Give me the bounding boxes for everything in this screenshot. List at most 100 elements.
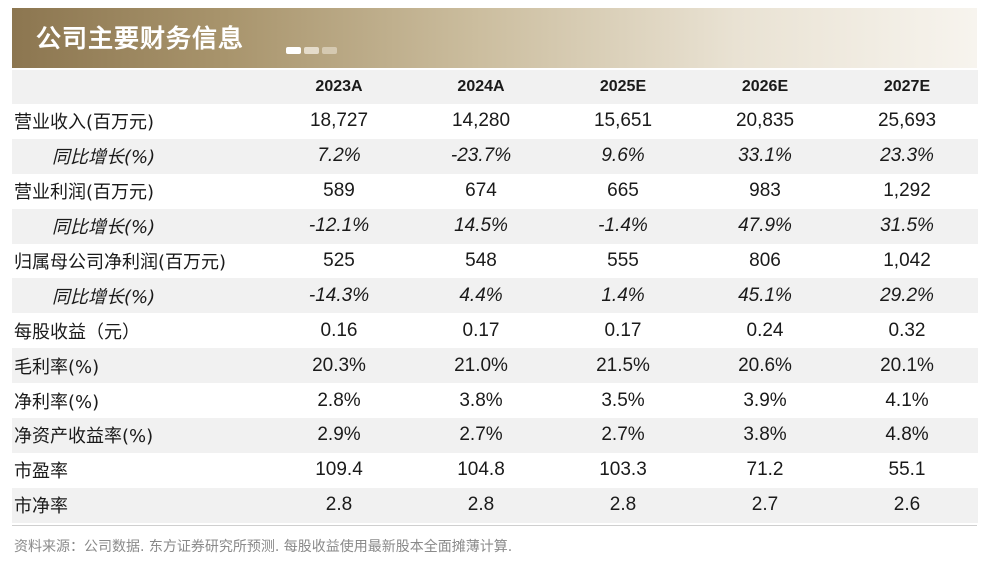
value-cell: 674 <box>465 180 497 202</box>
value-cell: 3.8% <box>694 418 836 453</box>
table-row: 净利率(%) 2.8% 3.8% 3.5% 3.9% 4.1% <box>12 383 978 418</box>
row-label: 毛利率(%) <box>12 348 268 384</box>
value-cell: 20.3% <box>268 348 410 384</box>
value-cell: 20.6% <box>694 348 836 384</box>
column-header: 2023A <box>268 70 410 104</box>
value-cell: -1.4% <box>552 208 694 244</box>
value-cell: 47.9% <box>694 208 836 244</box>
value-cell: 3.8% <box>459 389 503 411</box>
row-label: 同比增长(%) <box>12 138 268 174</box>
column-header: 2024A <box>410 70 552 104</box>
value-cell: 1,292 <box>883 180 931 202</box>
table-header-row: 2023A 2024A 2025E 2026E 2027E <box>12 70 978 104</box>
value-cell: 3.9% <box>743 389 787 411</box>
value-cell: 2.6 <box>836 487 978 523</box>
value-cell: 0.24 <box>746 319 784 341</box>
value-cell: 2.8 <box>410 487 552 523</box>
value-cell: 2.9% <box>268 418 410 453</box>
value-cell: 15,651 <box>593 110 653 132</box>
column-header: 2025E <box>552 70 694 104</box>
table-row: 归属母公司净利润(百万元) 525 548 555 806 1,042 <box>12 244 978 279</box>
value-cell: 55.1 <box>888 459 926 481</box>
value-cell: 31.5% <box>836 208 978 244</box>
value-cell: 20,835 <box>735 110 795 132</box>
value-cell: 0.32 <box>888 319 926 341</box>
decoration-dot <box>286 47 301 54</box>
financial-table: 2023A 2024A 2025E 2026E 2027E 营业收入(百万元) 1… <box>12 70 978 523</box>
value-cell: 7.2% <box>268 138 410 174</box>
value-cell: 0.17 <box>462 319 500 341</box>
value-cell: 589 <box>323 180 355 202</box>
value-cell: 18,727 <box>309 110 369 132</box>
value-cell: -14.3% <box>268 278 410 314</box>
value-cell: 4.8% <box>836 418 978 453</box>
row-label: 市盈率 <box>14 461 68 483</box>
value-cell: 806 <box>749 250 781 271</box>
table-row: 市盈率 109.4 104.8 103.3 71.2 55.1 <box>12 453 978 488</box>
banner-decoration <box>286 41 340 54</box>
title-banner: 公司主要财务信息 <box>12 8 977 68</box>
value-cell: 104.8 <box>457 459 505 481</box>
value-cell: -12.1% <box>268 208 410 244</box>
value-cell: 20.1% <box>836 348 978 384</box>
value-cell: 2.8 <box>268 487 410 523</box>
value-cell: 983 <box>749 180 781 202</box>
value-cell: 555 <box>607 250 639 271</box>
value-cell: 525 <box>323 250 355 271</box>
value-cell: 9.6% <box>552 138 694 174</box>
value-cell: 665 <box>607 180 639 202</box>
row-label: 净资产收益率(%) <box>12 418 268 453</box>
value-cell: 2.8 <box>552 487 694 523</box>
value-cell: 21.5% <box>552 348 694 384</box>
row-label: 每股收益（元） <box>14 321 140 343</box>
table-row: 市净率 2.8 2.8 2.8 2.7 2.6 <box>12 487 978 523</box>
row-label: 营业收入(百万元) <box>14 112 155 134</box>
value-cell: 548 <box>465 250 497 271</box>
table-row: 营业利润(百万元) 589 674 665 983 1,292 <box>12 174 978 209</box>
row-label: 市净率 <box>12 487 268 523</box>
row-label: 营业利润(百万元) <box>14 182 155 204</box>
value-cell: 109.4 <box>315 459 363 481</box>
value-cell: -23.7% <box>410 138 552 174</box>
value-cell: 25,693 <box>877 110 937 132</box>
value-cell: 4.1% <box>885 389 929 411</box>
value-cell: 103.3 <box>599 459 647 481</box>
table-row: 同比增长(%) 7.2% -23.7% 9.6% 33.1% 23.3% <box>12 138 978 174</box>
value-cell: 0.16 <box>320 319 358 341</box>
value-cell: 33.1% <box>694 138 836 174</box>
value-cell: 3.5% <box>601 389 645 411</box>
footer-divider <box>12 525 977 526</box>
value-cell: 21.0% <box>410 348 552 384</box>
header-label-cell <box>12 70 268 104</box>
source-note: 资料来源：公司数据. 东方证券研究所预测. 每股收益使用最新股本全面摊薄计算. <box>14 539 513 555</box>
page-title: 公司主要财务信息 <box>36 24 245 53</box>
column-header: 2026E <box>694 70 836 104</box>
value-cell: 23.3% <box>836 138 978 174</box>
value-cell: 2.7 <box>694 487 836 523</box>
value-cell: 2.8% <box>317 389 361 411</box>
table-row: 毛利率(%) 20.3% 21.0% 21.5% 20.6% 20.1% <box>12 348 978 384</box>
value-cell: 2.7% <box>552 418 694 453</box>
row-label: 归属母公司净利润(百万元) <box>14 252 227 273</box>
value-cell: 14,280 <box>451 110 511 132</box>
table-row: 同比增长(%) -14.3% 4.4% 1.4% 45.1% 29.2% <box>12 278 978 314</box>
row-label: 净利率(%) <box>14 391 100 413</box>
table-row: 净资产收益率(%) 2.9% 2.7% 2.7% 3.8% 4.8% <box>12 418 978 453</box>
decoration-dot <box>322 47 337 54</box>
table-body: 营业收入(百万元) 18,727 14,280 15,651 20,835 25,693 同… <box>12 104 978 523</box>
row-label: 同比增长(%) <box>12 278 268 314</box>
value-cell: 71.2 <box>746 459 784 481</box>
column-header: 2027E <box>836 70 978 104</box>
value-cell: 0.17 <box>604 319 642 341</box>
value-cell: 1,042 <box>883 250 931 271</box>
decoration-dot <box>304 47 319 54</box>
value-cell: 4.4% <box>410 278 552 314</box>
value-cell: 14.5% <box>410 208 552 244</box>
value-cell: 45.1% <box>694 278 836 314</box>
table-row: 营业收入(百万元) 18,727 14,280 15,651 20,835 25,693 <box>12 104 978 139</box>
table-row: 每股收益（元） 0.16 0.17 0.17 0.24 0.32 <box>12 313 978 348</box>
table-row: 同比增长(%) -12.1% 14.5% -1.4% 47.9% 31.5% <box>12 208 978 244</box>
value-cell: 29.2% <box>836 278 978 314</box>
value-cell: 1.4% <box>552 278 694 314</box>
